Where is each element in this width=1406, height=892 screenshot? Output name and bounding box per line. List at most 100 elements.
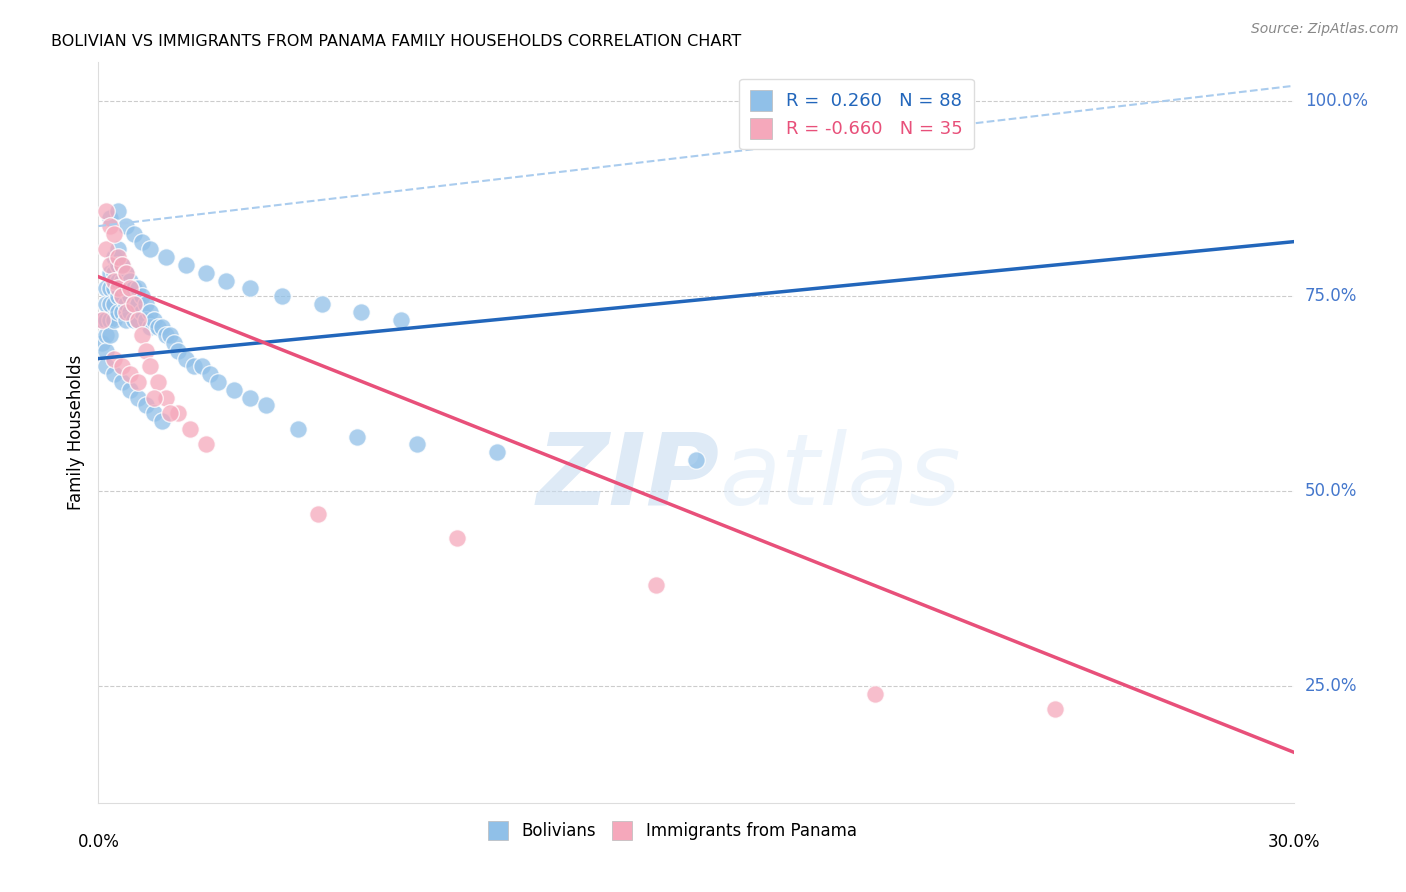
Point bbox=[207, 375, 229, 389]
Point bbox=[389, 312, 412, 326]
Point bbox=[111, 289, 134, 303]
Point bbox=[124, 312, 146, 326]
Point bbox=[96, 312, 118, 326]
Text: Source: ZipAtlas.com: Source: ZipAtlas.com bbox=[1251, 22, 1399, 37]
Point bbox=[103, 281, 125, 295]
Point bbox=[311, 297, 333, 311]
Point bbox=[98, 328, 122, 343]
Point bbox=[91, 312, 114, 326]
Point bbox=[96, 359, 118, 374]
Point bbox=[239, 391, 262, 405]
Point bbox=[148, 375, 170, 389]
Point bbox=[115, 266, 138, 280]
Point bbox=[131, 328, 153, 343]
Point bbox=[111, 359, 134, 374]
Point bbox=[107, 274, 129, 288]
Point bbox=[115, 281, 138, 295]
Text: 50.0%: 50.0% bbox=[1305, 482, 1357, 500]
Point bbox=[127, 312, 149, 326]
Point bbox=[103, 297, 125, 311]
Point bbox=[98, 258, 122, 272]
Point bbox=[107, 258, 129, 272]
Point bbox=[115, 219, 138, 233]
Point bbox=[103, 250, 125, 264]
Y-axis label: Family Households: Family Households bbox=[66, 355, 84, 510]
Point bbox=[120, 367, 142, 381]
Point bbox=[127, 281, 149, 295]
Point bbox=[167, 406, 190, 420]
Point bbox=[111, 289, 134, 303]
Point bbox=[103, 351, 125, 366]
Point bbox=[120, 305, 142, 319]
Point bbox=[270, 289, 292, 303]
Point bbox=[124, 281, 146, 295]
Point bbox=[98, 312, 122, 326]
Point bbox=[103, 274, 125, 288]
Point bbox=[96, 203, 118, 218]
Point bbox=[179, 422, 201, 436]
Point bbox=[96, 343, 118, 358]
Point bbox=[96, 243, 118, 257]
Point bbox=[150, 414, 173, 428]
Point bbox=[222, 383, 245, 397]
Point bbox=[120, 274, 142, 288]
Point bbox=[98, 281, 122, 295]
Point bbox=[645, 577, 668, 591]
Point bbox=[143, 391, 166, 405]
Point bbox=[120, 289, 142, 303]
Point bbox=[155, 391, 177, 405]
Point bbox=[191, 359, 214, 374]
Point bbox=[446, 531, 468, 545]
Text: atlas: atlas bbox=[720, 428, 962, 525]
Point bbox=[98, 266, 122, 280]
Point bbox=[115, 266, 138, 280]
Point bbox=[120, 383, 142, 397]
Point bbox=[131, 289, 153, 303]
Point bbox=[111, 274, 134, 288]
Point bbox=[159, 328, 181, 343]
Point bbox=[111, 375, 134, 389]
Point bbox=[124, 227, 146, 241]
Point bbox=[107, 243, 129, 257]
Point bbox=[135, 398, 157, 412]
Point bbox=[96, 297, 118, 311]
Point bbox=[346, 429, 368, 443]
Text: 30.0%: 30.0% bbox=[1267, 833, 1320, 851]
Point bbox=[124, 297, 146, 311]
Point bbox=[135, 312, 157, 326]
Point bbox=[107, 281, 129, 295]
Point bbox=[139, 320, 162, 334]
Point bbox=[139, 359, 162, 374]
Legend: Bolivians, Immigrants from Panama: Bolivians, Immigrants from Panama bbox=[478, 811, 866, 850]
Point bbox=[115, 305, 138, 319]
Point bbox=[103, 367, 125, 381]
Text: 100.0%: 100.0% bbox=[1305, 93, 1368, 111]
Point bbox=[865, 687, 887, 701]
Point bbox=[350, 305, 373, 319]
Text: ZIP: ZIP bbox=[537, 428, 720, 525]
Point bbox=[215, 274, 238, 288]
Point bbox=[150, 320, 173, 334]
Point bbox=[107, 305, 129, 319]
Point bbox=[307, 508, 329, 522]
Point bbox=[103, 266, 125, 280]
Point bbox=[163, 336, 186, 351]
Point bbox=[135, 297, 157, 311]
Point bbox=[143, 312, 166, 326]
Point bbox=[103, 312, 125, 326]
Point bbox=[195, 437, 218, 451]
Point bbox=[143, 406, 166, 420]
Point bbox=[103, 227, 125, 241]
Point bbox=[174, 351, 197, 366]
Point bbox=[127, 297, 149, 311]
Point bbox=[111, 258, 134, 272]
Point bbox=[127, 391, 149, 405]
Text: 0.0%: 0.0% bbox=[77, 833, 120, 851]
Point bbox=[98, 219, 122, 233]
Point bbox=[124, 297, 146, 311]
Point bbox=[239, 281, 262, 295]
Point bbox=[174, 258, 197, 272]
Point bbox=[111, 258, 134, 272]
Point bbox=[115, 312, 138, 326]
Point bbox=[183, 359, 205, 374]
